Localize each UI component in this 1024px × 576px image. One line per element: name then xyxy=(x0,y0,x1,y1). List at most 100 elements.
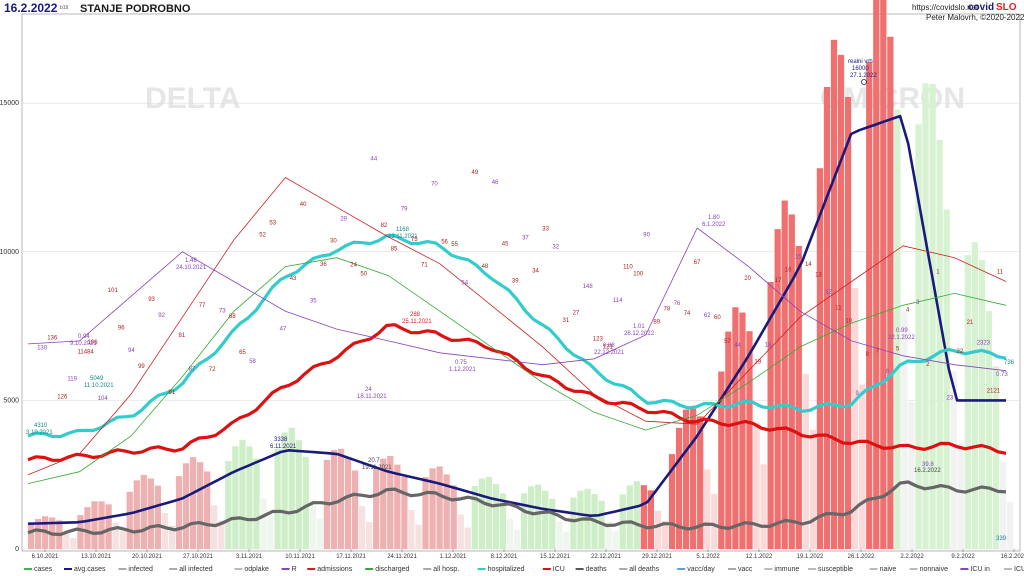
annotation-label: 6.11.2021 xyxy=(270,444,297,450)
x-tick-label: 19.1.2022 xyxy=(797,554,824,560)
legend-entry: susceptible xyxy=(818,566,853,573)
case-bar xyxy=(161,513,169,549)
series-line-deaths xyxy=(27,480,1007,537)
value-label: 39 xyxy=(512,279,519,285)
case-bar xyxy=(415,524,422,549)
annotation-label: 736 xyxy=(1004,360,1015,366)
value-label: 21 xyxy=(967,320,974,326)
annotation-label: 26.12.2022 xyxy=(624,331,655,337)
case-bar xyxy=(204,471,211,549)
case-bar xyxy=(626,485,633,549)
legend-entry: ICU xyxy=(553,566,565,573)
value-label: 11 xyxy=(835,305,842,311)
legend-entry: nonnaive xyxy=(920,566,949,573)
case-bar xyxy=(647,490,655,549)
case-bar xyxy=(718,371,725,549)
case-bar xyxy=(147,478,154,549)
legend-entry: immune xyxy=(774,566,799,573)
case-bar xyxy=(351,470,359,549)
legend-entry: vacc xyxy=(738,566,753,573)
x-tick-label: 13.10.2021 xyxy=(81,554,112,560)
x-tick-label: 1.12.2021 xyxy=(440,554,467,560)
x-tick-label: 17.11.2021 xyxy=(336,554,366,560)
value-label: 91 xyxy=(168,390,175,396)
annotation-label: 18.11.2021 xyxy=(357,394,387,400)
case-bar xyxy=(429,468,436,549)
case-bar xyxy=(28,524,35,549)
value-label: 81 xyxy=(179,333,186,339)
value-label: 2121 xyxy=(987,389,1001,395)
annotation-label: 0.73 xyxy=(996,372,1008,378)
annotation-label: 3.10.2021 xyxy=(26,430,53,436)
legend-background xyxy=(0,562,1024,576)
annotation-label: 3338 xyxy=(274,437,288,443)
case-bar xyxy=(802,374,809,549)
case-bar xyxy=(380,458,387,549)
case-bar xyxy=(253,458,260,549)
legend-entry: vacc/day xyxy=(687,566,715,573)
brand-slo: SLO xyxy=(996,2,1017,13)
case-bar xyxy=(711,494,718,549)
case-bar xyxy=(309,499,316,549)
value-label: 2323 xyxy=(977,340,991,346)
value-label: 16 xyxy=(785,267,792,273)
case-bar xyxy=(450,485,457,549)
case-bar xyxy=(119,531,126,549)
value-label: 9 xyxy=(856,391,860,397)
case-bar xyxy=(225,461,232,549)
case-bar xyxy=(464,527,471,549)
case-bar xyxy=(401,476,408,549)
annotation-label: 22.1.2022 xyxy=(888,335,915,341)
case-bar xyxy=(753,422,760,549)
x-axis-ticks: 6.10.2021 13.10.2021 20.10.2021 27.10.2021 3… xyxy=(32,549,1024,560)
case-bar xyxy=(788,214,795,549)
case-bar xyxy=(267,516,274,549)
x-tick-label: 20.10.2021 xyxy=(132,554,163,560)
value-label: 19 xyxy=(754,359,761,365)
legend-entry: all infected xyxy=(179,566,213,573)
case-bar xyxy=(999,462,1007,549)
case-bar xyxy=(387,455,394,549)
case-bar xyxy=(950,371,957,549)
brand-covid: covid xyxy=(968,2,994,13)
value-label: 93 xyxy=(148,297,155,303)
series-lines xyxy=(27,114,1007,537)
case-bar xyxy=(654,510,662,549)
annotation-label: 27.1.2022 xyxy=(850,73,877,79)
value-label: 36 xyxy=(320,262,327,268)
value-label: 77 xyxy=(199,303,206,309)
x-tick-label: 22.12.2021 xyxy=(591,554,622,560)
case-bar xyxy=(859,384,866,549)
case-bar xyxy=(295,440,302,549)
value-label: 78 xyxy=(664,307,671,313)
series-line-hospitalized xyxy=(27,233,1007,439)
value-label: 8 xyxy=(866,352,870,358)
x-tick-label: 15.12.2021 xyxy=(540,554,571,560)
annotation-label: 5049 xyxy=(90,376,104,382)
case-bar xyxy=(70,538,77,549)
value-label: 101 xyxy=(108,288,119,294)
case-bar xyxy=(478,478,485,549)
annotation-label: 1.12.2021 xyxy=(449,367,476,373)
annotation-label: 6.1.2022 xyxy=(702,222,726,228)
case-bar xyxy=(182,463,190,549)
annotation-label: 19.11.2021 xyxy=(362,465,392,471)
series-line-icu xyxy=(27,323,1007,462)
x-tick-label: 2.2.2022 xyxy=(900,554,924,560)
legend-entry: R xyxy=(292,566,297,573)
annotation-label: 0.88 xyxy=(603,343,615,349)
value-label: 47 xyxy=(280,327,287,333)
x-tick-label: 9.2.2022 xyxy=(951,554,975,560)
case-bar xyxy=(767,281,774,549)
legend-entry: all hosp. xyxy=(433,566,459,573)
value-label: 1 xyxy=(936,269,940,275)
value-label: 34 xyxy=(532,268,539,274)
annotation-label: 25.11.2021 xyxy=(402,319,432,325)
r-line xyxy=(27,227,1007,372)
value-label: 148 xyxy=(583,284,594,290)
annotation-label: 16000 xyxy=(852,66,869,72)
x-tick-label: 29.12.2021 xyxy=(642,554,673,560)
annotation-label: 23.11.2021 xyxy=(388,234,418,240)
case-bar xyxy=(330,450,338,549)
x-tick-label: 6.10.2021 xyxy=(32,554,59,560)
